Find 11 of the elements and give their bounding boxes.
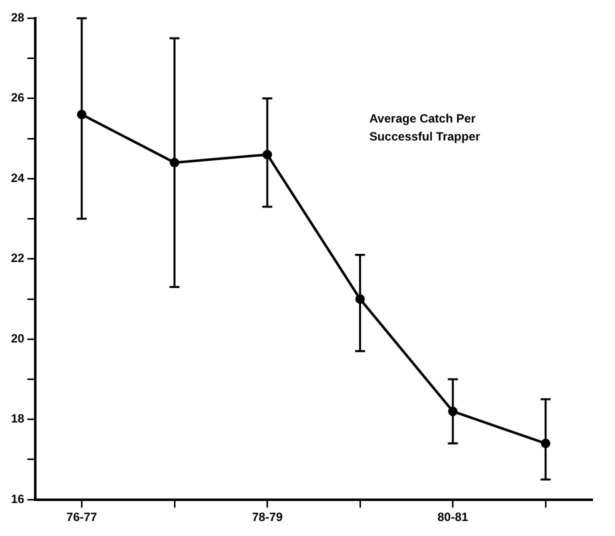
y-tick-label: 16 (10, 492, 25, 506)
x-tick-label: 76-77 (66, 510, 98, 524)
y-tick-label: 22 (10, 251, 25, 266)
y-tick-label: 28 (10, 10, 25, 25)
x-tick-label: 80-81 (437, 510, 469, 524)
annotation: Average Catch Per Successful Trapper (369, 112, 480, 144)
y-tick-label: 26 (10, 90, 25, 105)
y-tick-label: 20 (10, 331, 25, 346)
x-tick-label: 78-79 (252, 510, 283, 524)
y-tick-label: 24 (10, 170, 25, 185)
y-tick-label: 18 (10, 412, 25, 426)
